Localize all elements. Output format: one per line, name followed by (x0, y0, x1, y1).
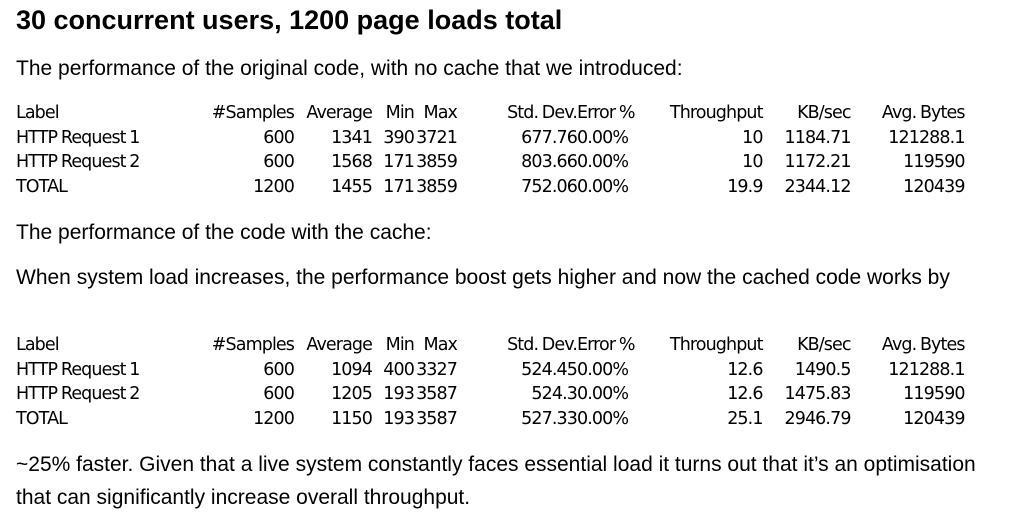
header-label: Label (16, 335, 60, 356)
header-average: Average (306, 335, 372, 356)
cell-avg-bytes: 120439 (903, 409, 965, 430)
cell-label: HTTP Request 1 (16, 127, 140, 148)
cell-throughput: 10 (742, 152, 763, 173)
cell-average: 1341 (331, 127, 373, 148)
header-min: Min (385, 103, 415, 124)
table-row: HTTP Request 1 600 1094 400 3327 524.45 … (16, 358, 965, 383)
paragraph-load-increase: When system load increases, the performa… (16, 266, 950, 289)
header-max: Max (423, 103, 458, 124)
header-kb-sec: KB/sec (797, 103, 851, 124)
cell-avg-bytes: 119590 (903, 384, 965, 405)
header-max: Max (423, 335, 458, 356)
header-error: Error % (577, 335, 635, 356)
table-cached-performance: Label #Samples Average Min Max Std. Dev.… (16, 333, 965, 431)
paragraph-original-intro: The performance of the original code, wi… (16, 57, 683, 80)
cell-min: 171 (383, 152, 415, 173)
table-row: HTTP Request 1 600 1341 390 3721 677.76 … (16, 126, 965, 151)
cell-kb-sec: 1475.83 (784, 384, 851, 405)
table-row-total: TOTAL 1200 1150 193 3587 527.33 0.00% 25… (16, 407, 965, 432)
cell-label: TOTAL (16, 409, 68, 430)
cell-throughput: 19.9 (727, 177, 763, 198)
cell-average: 1094 (331, 359, 373, 380)
cell-label: HTTP Request 2 (16, 384, 140, 405)
cell-error: 0.00% (577, 409, 629, 430)
cell-average: 1205 (331, 384, 373, 405)
header-samples: #Samples (211, 335, 295, 356)
cell-throughput: 12.6 (727, 359, 763, 380)
cell-throughput: 12.6 (727, 384, 763, 405)
cell-kb-sec: 2946.79 (784, 409, 851, 430)
cell-throughput: 25.1 (727, 409, 763, 430)
cell-samples: 600 (263, 359, 295, 380)
cell-kb-sec: 2344.12 (784, 177, 851, 198)
cell-label: HTTP Request 1 (16, 359, 140, 380)
cell-min: 193 (383, 409, 415, 430)
header-label: Label (16, 103, 60, 124)
cell-max: 3859 (416, 177, 458, 198)
header-error: Error % (577, 103, 635, 124)
cell-error: 0.00% (577, 127, 629, 148)
header-throughput: Throughput (669, 335, 764, 356)
cell-samples: 1200 (253, 177, 295, 198)
cell-error: 0.00% (577, 384, 629, 405)
cell-throughput: 10 (742, 127, 763, 148)
cell-kb-sec: 1184.71 (784, 127, 851, 148)
cell-min: 400 (383, 359, 415, 380)
cell-max: 3587 (416, 409, 458, 430)
header-std-dev: Std. Dev. (507, 335, 578, 356)
cell-std-dev: 677.76 (521, 127, 578, 148)
header-avg-bytes: Avg. Bytes (881, 103, 966, 124)
cell-error: 0.00% (577, 152, 629, 173)
cell-min: 193 (383, 384, 415, 405)
cell-error: 0.00% (577, 359, 629, 380)
page-title: 30 concurrent users, 1200 page loads tot… (16, 5, 563, 35)
header-throughput: Throughput (669, 103, 764, 124)
cell-avg-bytes: 121288.1 (888, 127, 965, 148)
cell-min: 171 (383, 177, 415, 198)
cell-kb-sec: 1172.21 (784, 152, 851, 173)
table-original-performance: Label #Samples Average Min Max Std. Dev.… (16, 101, 965, 199)
cell-avg-bytes: 119590 (903, 152, 965, 173)
cell-max: 3327 (416, 359, 458, 380)
table-row: HTTP Request 2 600 1568 171 3859 803.66 … (16, 150, 965, 175)
cell-samples: 600 (263, 127, 295, 148)
cell-avg-bytes: 121288.1 (888, 359, 965, 380)
table-header-row: Label #Samples Average Min Max Std. Dev.… (16, 101, 965, 126)
cell-samples: 1200 (253, 409, 295, 430)
cell-samples: 600 (263, 152, 295, 173)
cell-max: 3721 (416, 127, 458, 148)
header-average: Average (306, 103, 372, 124)
cell-std-dev: 527.33 (521, 409, 578, 430)
cell-average: 1455 (331, 177, 373, 198)
cell-error: 0.00% (577, 177, 629, 198)
header-samples: #Samples (211, 103, 295, 124)
header-avg-bytes: Avg. Bytes (881, 335, 966, 356)
cell-average: 1568 (331, 152, 373, 173)
cell-std-dev: 524.45 (521, 359, 578, 380)
cell-max: 3859 (416, 152, 458, 173)
cell-samples: 600 (263, 384, 295, 405)
table-row: HTTP Request 2 600 1205 193 3587 524.3 0… (16, 382, 965, 407)
table-row-total: TOTAL 1200 1455 171 3859 752.06 0.00% 19… (16, 175, 965, 200)
header-kb-sec: KB/sec (797, 335, 851, 356)
cell-max: 3587 (416, 384, 458, 405)
cell-std-dev: 524.3 (531, 384, 578, 405)
cell-label: TOTAL (16, 177, 68, 198)
header-min: Min (385, 335, 415, 356)
cell-label: HTTP Request 2 (16, 152, 140, 173)
cell-avg-bytes: 120439 (903, 177, 965, 198)
table-header-row: Label #Samples Average Min Max Std. Dev.… (16, 333, 965, 358)
cell-min: 390 (383, 127, 415, 148)
paragraph-cache-intro: The performance of the code with the cac… (16, 221, 432, 244)
paragraph-conclusion: ~25% faster. Given that a live system co… (16, 453, 976, 509)
cell-std-dev: 803.66 (521, 152, 578, 173)
header-std-dev: Std. Dev. (507, 103, 578, 124)
cell-average: 1150 (331, 409, 373, 430)
cell-std-dev: 752.06 (521, 177, 578, 198)
cell-kb-sec: 1490.5 (794, 359, 852, 380)
